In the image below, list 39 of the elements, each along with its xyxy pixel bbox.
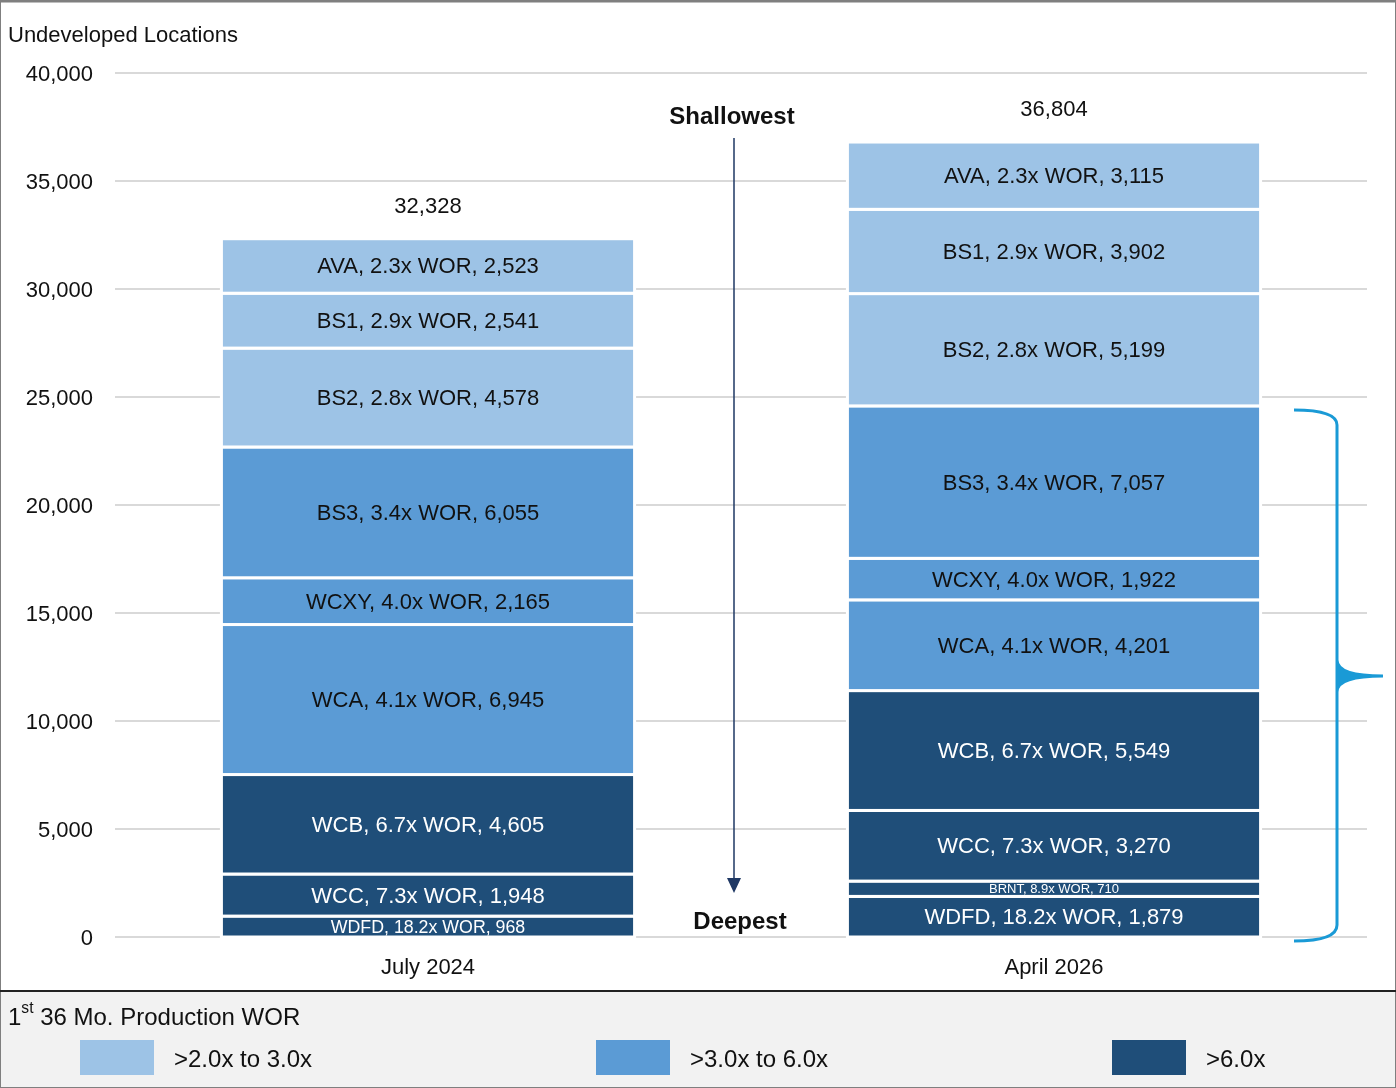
data-label: WCB, 6.7x WOR, 5,549: [937, 738, 1171, 764]
data-label: WCA, 4.1x WOR, 4,201: [937, 632, 1171, 658]
legend-title: 1$^{st}$ 36 Mo. Production WOR: [8, 999, 301, 1030]
data-label: AVA, 2.3x WOR, 3,115: [943, 163, 1165, 189]
y-tick-label: 20,000: [25, 492, 93, 518]
annotation: Shallowest: [669, 101, 795, 129]
data-label: WDFD, 18.2x WOR, 1,879: [924, 904, 1184, 930]
data-label: WCXY, 4.0x WOR, 1,922: [931, 566, 1177, 592]
y-tick-label: 5,000: [37, 816, 93, 842]
y-tick-label: 15,000: [25, 600, 93, 626]
legend-label: >2.0x to 3.0x: [174, 1044, 313, 1072]
data-label: BS2, 2.8x WOR, 5,199: [942, 337, 1166, 363]
data-label: WCXY, 4.0x WOR, 2,165: [305, 588, 551, 614]
x-tick-label: April 2026: [1004, 953, 1104, 979]
data-label: AVA, 2.3x WOR, 2,523: [317, 253, 539, 279]
legend-label: >3.0x to 6.0x: [690, 1044, 829, 1072]
x-tick-label: July 2024: [380, 953, 476, 979]
y-tick-label: 0: [80, 924, 93, 950]
y-tick-label: 25,000: [25, 384, 93, 410]
data-label: BS1, 2.9x WOR, 2,541: [316, 308, 540, 334]
legend-label: >6.0x: [1206, 1044, 1266, 1072]
y-tick-label: 10,000: [25, 708, 93, 734]
data-label: BS3, 3.4x WOR, 7,057: [942, 469, 1166, 495]
annotation: Deepest: [693, 906, 787, 934]
y-tick-label: 35,000: [25, 168, 93, 194]
y-axis-title: Undeveloped Locations: [8, 22, 238, 47]
y-tick-label: 30,000: [25, 276, 93, 302]
data-label: WCB, 6.7x WOR, 4,605: [311, 811, 545, 837]
total-label: 36,804: [1020, 96, 1088, 122]
data-label: BS2, 2.8x WOR, 4,578: [316, 385, 540, 411]
data-label: BRNT, 8.9x WOR, 710: [988, 881, 1120, 897]
y-tick-label: 40,000: [25, 60, 93, 86]
data-label: WCC, 7.3x WOR, 3,270: [937, 833, 1171, 859]
data-label: WCC, 7.3x WOR, 1,948: [311, 882, 545, 908]
total-label: 32,328: [394, 192, 462, 218]
data-label: BS1, 2.9x WOR, 3,902: [942, 238, 1166, 264]
data-label: WDFD, 18.2x WOR, 968: [330, 916, 526, 937]
data-label: BS3, 3.4x WOR, 6,055: [316, 499, 540, 525]
data-label: WCA, 4.1x WOR, 6,945: [311, 687, 545, 713]
